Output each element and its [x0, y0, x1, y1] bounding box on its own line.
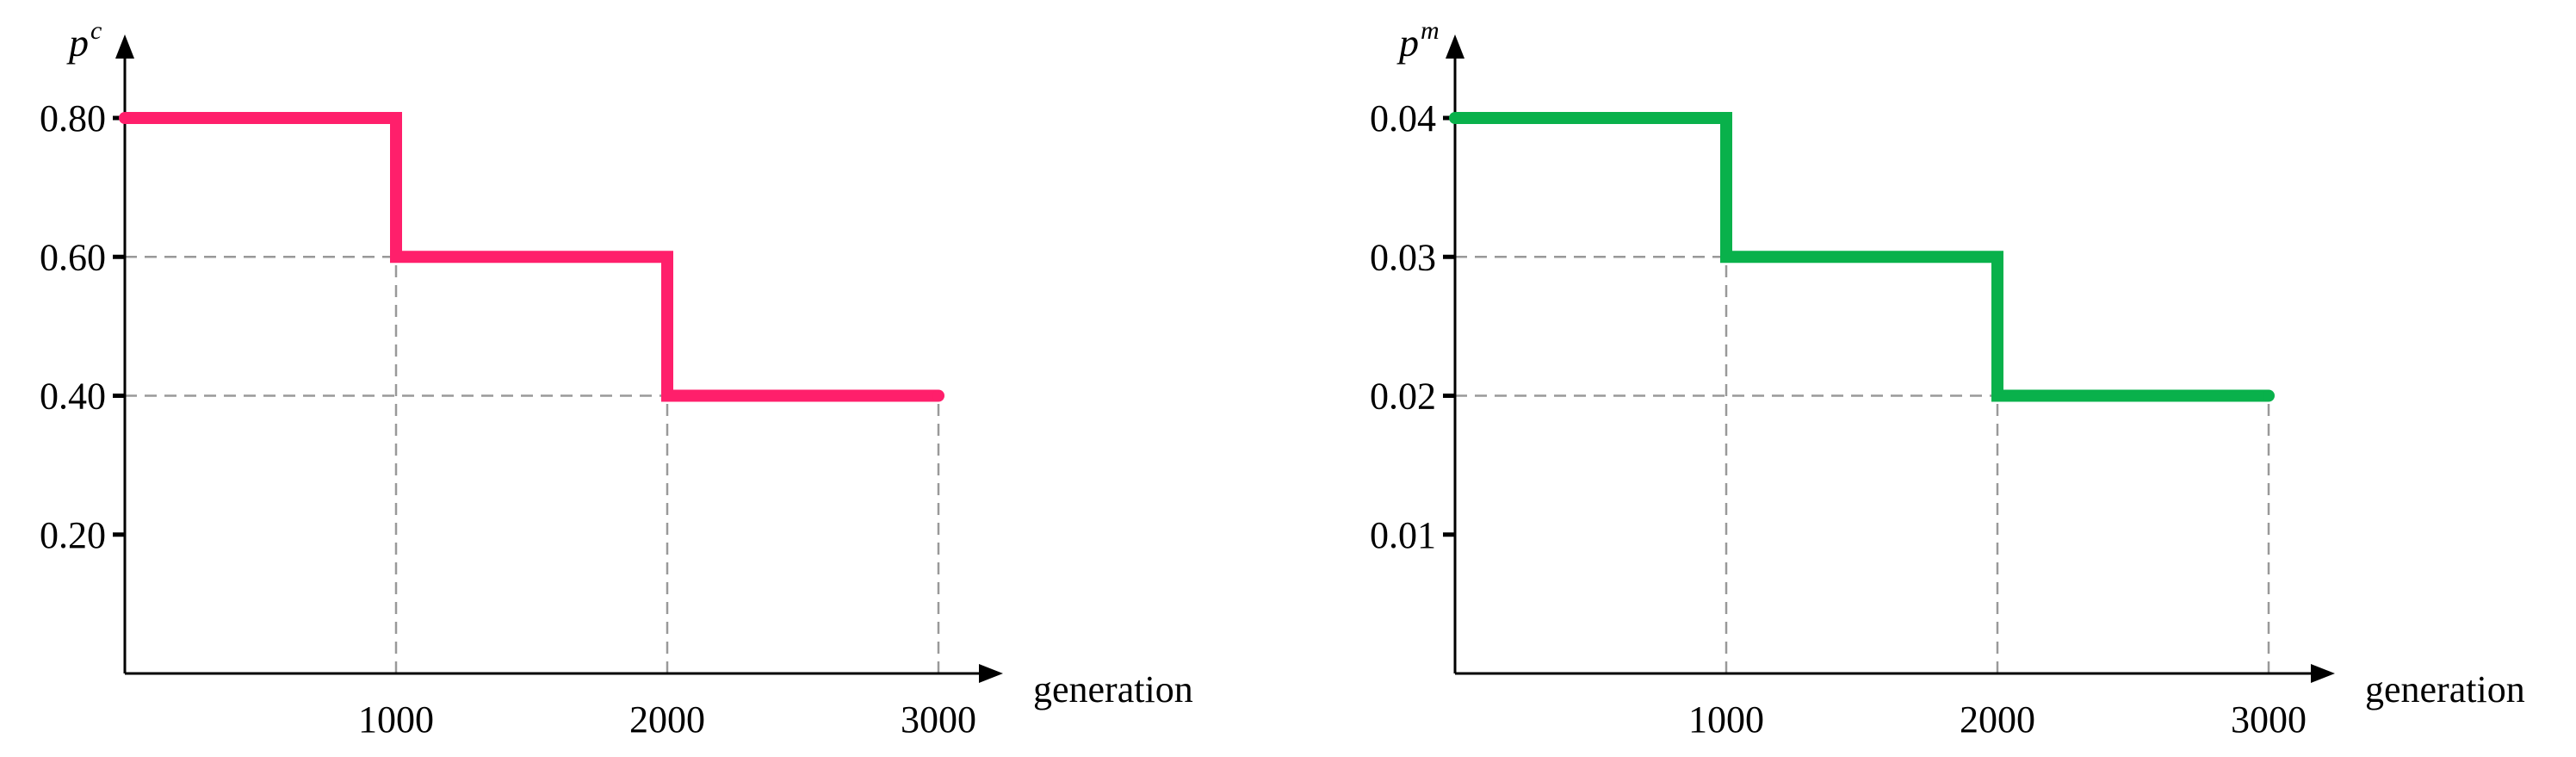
- crossover-probability-chart: 0.20 0.40 0.60 0.80 1000 2000 3000 generation p c: [40, 16, 1193, 741]
- mutation-probability-chart: 0.01 0.02 0.03 0.04 1000 2000 3000 generation p m: [1370, 16, 2525, 741]
- x-tick-label: 2000: [1960, 698, 2035, 741]
- x-axis-arrow-icon: [2311, 664, 2335, 683]
- step-series-line: [125, 112, 938, 402]
- y-axis-title: p: [1396, 21, 1419, 65]
- y-axis-title-superscript: m: [1421, 16, 1440, 45]
- y-axis-title: p: [66, 21, 89, 65]
- x-axis-title: generation: [2365, 668, 2525, 710]
- y-tick-label: 0.20: [40, 514, 106, 556]
- y-axis-title-superscript: c: [90, 16, 102, 45]
- x-tick-label: 1000: [358, 698, 434, 741]
- step-series-line: [1455, 112, 2269, 402]
- x-tick-label: 3000: [2231, 698, 2307, 741]
- series-end-point: [2263, 389, 2275, 402]
- x-tick-label: 1000: [1688, 698, 1764, 741]
- x-axis-title: generation: [1033, 668, 1193, 710]
- y-tick-label: 0.01: [1370, 514, 1436, 556]
- y-tick-label: 0.04: [1370, 97, 1436, 140]
- y-axis-arrow-icon: [115, 34, 134, 59]
- series-start-point: [119, 112, 131, 124]
- series-start-point: [1449, 112, 1461, 124]
- x-axis-arrow-icon: [979, 664, 1003, 683]
- y-tick-label: 0.03: [1370, 236, 1436, 278]
- y-axis-arrow-icon: [1446, 34, 1464, 59]
- y-tick-label: 0.40: [40, 375, 106, 418]
- x-tick-label: 2000: [629, 698, 705, 741]
- y-tick-label: 0.02: [1370, 375, 1436, 418]
- y-tick-label: 0.80: [40, 97, 106, 140]
- y-tick-label: 0.60: [40, 236, 106, 278]
- series-end-point: [932, 389, 944, 402]
- x-tick-label: 3000: [901, 698, 976, 741]
